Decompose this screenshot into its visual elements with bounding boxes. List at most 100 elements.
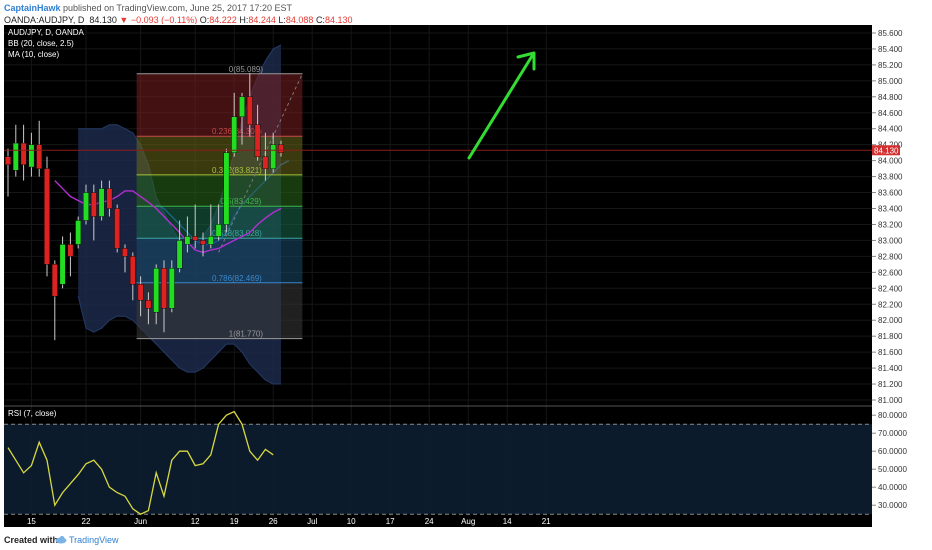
fib-level-label: 0.382(83.821) (212, 166, 262, 175)
time-tick-label: 22 (82, 517, 91, 526)
candle-body (67, 244, 74, 257)
legend-symbol: AUD/JPY, D, OANDA (8, 28, 85, 37)
time-tick-label: 26 (269, 517, 278, 526)
close-label: C: (315, 15, 325, 25)
symbol-label: OANDA:AUDJPY, D (4, 15, 85, 25)
candle-body (36, 144, 43, 169)
price-tick-label: 81.200 (878, 380, 903, 389)
rsi-tick-label: 30.0000 (878, 501, 907, 510)
candle-body (231, 116, 238, 153)
rsi-line (7, 410, 274, 515)
price-tick-label: 83.000 (878, 236, 903, 245)
time-tick-label: 24 (425, 517, 434, 526)
candle-body (75, 220, 82, 245)
candle-body (262, 156, 269, 169)
candle-body (223, 152, 230, 225)
candle-body (145, 300, 152, 309)
rsi-tick-label: 50.0000 (878, 465, 907, 474)
legend-bb: BB (20, close, 2.5) (8, 39, 74, 48)
price-tick-label: 82.200 (878, 300, 903, 309)
fib-level-label: 0(85.089) (229, 65, 264, 74)
price-tick-label: 81.800 (878, 332, 903, 341)
time-tick-label: 10 (347, 517, 356, 526)
rsi-band-fill (4, 424, 872, 515)
price-tick-label: 85.200 (878, 61, 903, 70)
arrow-head-icon (516, 51, 536, 71)
candle-body (192, 236, 199, 241)
price-tick-label: 83.200 (878, 220, 903, 229)
candle-body (28, 144, 35, 168)
cloud-logo-icon (55, 536, 67, 544)
publish-line: CaptainHawk published on TradingView.com… (4, 3, 292, 13)
price-tick-label: 82.400 (878, 284, 903, 293)
candle-body (246, 96, 253, 125)
candle-body (5, 156, 11, 165)
price-tick-label: 84.800 (878, 93, 903, 102)
ohlc-line: OANDA:AUDJPY, D 84.130 ▼ −0.093 (−0.11%)… (4, 15, 352, 25)
candle-body (51, 264, 58, 297)
rsi-tick-label: 70.0000 (878, 429, 907, 438)
time-axis[interactable]: 15 22 Jun 12 19 26 Jul 10 17 24 Aug 14 21 (27, 517, 551, 526)
candle-body (59, 244, 66, 285)
time-tick-label: 12 (191, 517, 200, 526)
time-tick-label: Jul (307, 517, 317, 526)
fib-trend-line (218, 73, 303, 253)
footer-brand[interactable]: TradingView (69, 535, 119, 545)
price-tick-label: 83.400 (878, 205, 903, 214)
price-tick-label: 84.200 (878, 141, 903, 150)
high-value: 84.244 (248, 15, 276, 25)
price-tick-label: 85.000 (878, 77, 903, 86)
open-value: 84.222 (209, 15, 237, 25)
candle-body (207, 236, 214, 245)
time-tick-label: Jun (134, 517, 147, 526)
candle-body (278, 144, 284, 153)
candle-body (168, 268, 175, 309)
price-chart[interactable]: 0(85.089)0.236(84.306)0.382(83.821)0.5(8… (0, 24, 932, 528)
fib-level-label: 0.5(83.429) (220, 197, 261, 206)
candle-body (90, 192, 97, 217)
price-tick-label: 83.600 (878, 189, 903, 198)
candle-body (20, 142, 27, 165)
open-label: O: (199, 15, 210, 25)
author-link[interactable]: CaptainHawk (4, 3, 61, 13)
time-tick-label: 15 (27, 517, 36, 526)
publish-info: published on TradingView.com, June 25, 2… (63, 3, 293, 13)
price-tick-label: 82.800 (878, 252, 903, 261)
time-tick-label: 14 (503, 517, 512, 526)
candle-body (215, 224, 222, 237)
candle-body (106, 188, 113, 209)
candle-body (98, 188, 105, 217)
time-tick-label: 19 (230, 517, 239, 526)
candle-body (122, 248, 128, 257)
fib-zone (136, 73, 303, 137)
fib-level-label: 1(81.770) (229, 330, 264, 339)
price-axis-background (872, 25, 930, 527)
rsi-tick-label: 80.0000 (878, 411, 907, 420)
low-value: 84.088 (285, 15, 314, 25)
price-tick-label: 84.400 (878, 125, 903, 134)
price-change: −0.093 (−0.11%) (130, 15, 198, 25)
price-tick-label: 82.600 (878, 268, 903, 277)
down-arrow-icon: ▼ (119, 15, 129, 25)
close-value: 84.130 (324, 15, 353, 25)
green-arrow-icon (467, 54, 534, 160)
price-tick-label: 84.600 (878, 109, 903, 118)
fib-level-label: 0.786(82.469) (212, 274, 262, 283)
candle-body (184, 236, 191, 245)
price-axis[interactable]: 85.600 85.400 85.200 85.000 84.800 84.600 84.4… (872, 29, 903, 405)
candlesticks (5, 72, 284, 341)
time-tick-label: Aug (461, 517, 475, 526)
last-price-tag (872, 145, 900, 156)
candle-body (83, 192, 89, 221)
candle-body (176, 240, 183, 269)
annotations (4, 51, 872, 160)
price-tick-label: 82.000 (878, 316, 903, 325)
candle-body (137, 284, 144, 301)
candle-body (129, 256, 136, 285)
rsi-tick-label: 40.0000 (878, 483, 907, 492)
last-price: 84.130 (89, 15, 117, 25)
footer-created: Created with (4, 535, 59, 545)
price-tick-label: 85.600 (878, 29, 903, 38)
bb-lower-line (77, 296, 281, 385)
price-tick-label: 83.800 (878, 173, 903, 182)
